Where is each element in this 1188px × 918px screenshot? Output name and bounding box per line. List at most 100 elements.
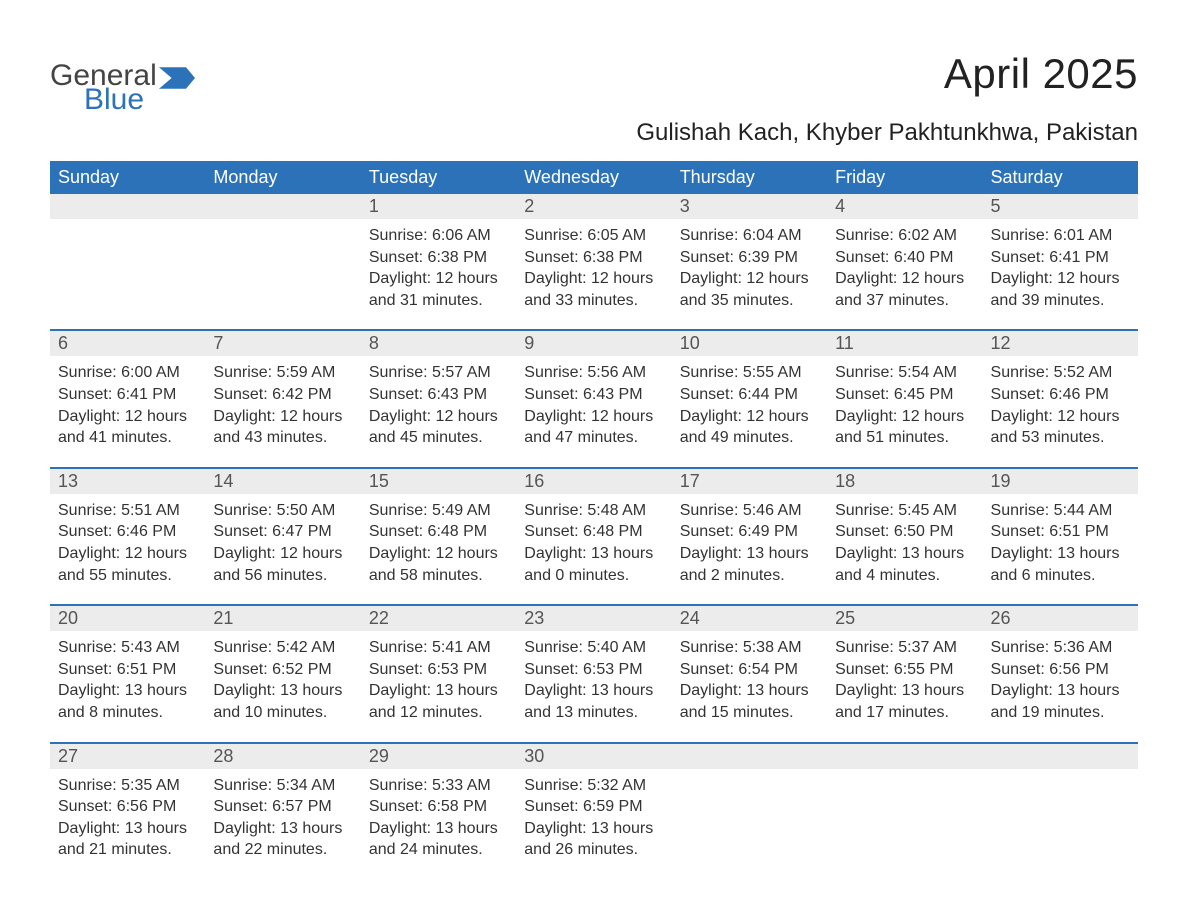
daylight-line: Daylight: 13 hours and 0 minutes. bbox=[524, 543, 663, 586]
daylight-line: Daylight: 12 hours and 41 minutes. bbox=[58, 406, 197, 449]
day-number: 18 bbox=[835, 471, 855, 491]
sunset-line: Sunset: 6:43 PM bbox=[369, 384, 508, 406]
sunset-line: Sunset: 6:56 PM bbox=[991, 659, 1130, 681]
sunset-line: Sunset: 6:55 PM bbox=[835, 659, 974, 681]
day-number: 21 bbox=[213, 608, 233, 628]
day-content-cell: Sunrise: 6:00 AMSunset: 6:41 PMDaylight:… bbox=[50, 356, 205, 467]
sunrise-line: Sunrise: 5:40 AM bbox=[524, 637, 663, 659]
day-number: 8 bbox=[369, 333, 379, 353]
day-number: 13 bbox=[58, 471, 78, 491]
day-content-cell bbox=[672, 769, 827, 879]
day-number-cell: 10 bbox=[672, 330, 827, 356]
day-number: 15 bbox=[369, 471, 389, 491]
day-content-cell: Sunrise: 5:33 AMSunset: 6:58 PMDaylight:… bbox=[361, 769, 516, 879]
day-number-cell: 26 bbox=[983, 605, 1138, 631]
sunset-line: Sunset: 6:58 PM bbox=[369, 796, 508, 818]
day-number-cell: 1 bbox=[361, 194, 516, 219]
sunrise-line: Sunrise: 5:32 AM bbox=[524, 775, 663, 797]
day-content-cell: Sunrise: 5:36 AMSunset: 6:56 PMDaylight:… bbox=[983, 631, 1138, 742]
daylight-line: Daylight: 12 hours and 58 minutes. bbox=[369, 543, 508, 586]
sunset-line: Sunset: 6:53 PM bbox=[369, 659, 508, 681]
day-content-cell: Sunrise: 5:59 AMSunset: 6:42 PMDaylight:… bbox=[205, 356, 360, 467]
day-number-cell: 24 bbox=[672, 605, 827, 631]
day-header: Friday bbox=[827, 161, 982, 194]
daylight-line: Daylight: 13 hours and 24 minutes. bbox=[369, 818, 508, 861]
day-number: 14 bbox=[213, 471, 233, 491]
sunset-line: Sunset: 6:38 PM bbox=[369, 247, 508, 269]
day-number-cell: 2 bbox=[516, 194, 671, 219]
day-content-cell: Sunrise: 5:54 AMSunset: 6:45 PMDaylight:… bbox=[827, 356, 982, 467]
day-number-cell: 27 bbox=[50, 743, 205, 769]
day-number-cell: 16 bbox=[516, 468, 671, 494]
day-number-cell: 8 bbox=[361, 330, 516, 356]
sunrise-line: Sunrise: 5:52 AM bbox=[991, 362, 1130, 384]
logo-blue-text: Blue bbox=[84, 86, 195, 113]
day-number: 1 bbox=[369, 196, 379, 216]
day-number: 22 bbox=[369, 608, 389, 628]
sunset-line: Sunset: 6:45 PM bbox=[835, 384, 974, 406]
day-number-cell: 3 bbox=[672, 194, 827, 219]
daylight-line: Daylight: 13 hours and 22 minutes. bbox=[213, 818, 352, 861]
sunrise-line: Sunrise: 5:54 AM bbox=[835, 362, 974, 384]
daylight-line: Daylight: 12 hours and 55 minutes. bbox=[58, 543, 197, 586]
day-number-cell bbox=[827, 743, 982, 769]
day-header: Thursday bbox=[672, 161, 827, 194]
day-number-cell: 9 bbox=[516, 330, 671, 356]
day-content-cell: Sunrise: 5:52 AMSunset: 6:46 PMDaylight:… bbox=[983, 356, 1138, 467]
sunrise-line: Sunrise: 5:42 AM bbox=[213, 637, 352, 659]
sunset-line: Sunset: 6:46 PM bbox=[58, 521, 197, 543]
daylight-line: Daylight: 12 hours and 49 minutes. bbox=[680, 406, 819, 449]
sunrise-line: Sunrise: 5:33 AM bbox=[369, 775, 508, 797]
daylight-line: Daylight: 12 hours and 51 minutes. bbox=[835, 406, 974, 449]
sunset-line: Sunset: 6:43 PM bbox=[524, 384, 663, 406]
page-title: April 2025 bbox=[944, 50, 1138, 98]
header: General Blue April 2025 bbox=[50, 50, 1138, 113]
daylight-line: Daylight: 13 hours and 26 minutes. bbox=[524, 818, 663, 861]
sunset-line: Sunset: 6:48 PM bbox=[524, 521, 663, 543]
daylight-line: Daylight: 12 hours and 39 minutes. bbox=[991, 268, 1130, 311]
day-content-cell: Sunrise: 5:45 AMSunset: 6:50 PMDaylight:… bbox=[827, 494, 982, 605]
day-number-cell: 30 bbox=[516, 743, 671, 769]
day-header: Sunday bbox=[50, 161, 205, 194]
daylight-line: Daylight: 13 hours and 13 minutes. bbox=[524, 680, 663, 723]
day-content-cell: Sunrise: 5:49 AMSunset: 6:48 PMDaylight:… bbox=[361, 494, 516, 605]
sunrise-line: Sunrise: 5:37 AM bbox=[835, 637, 974, 659]
day-number: 26 bbox=[991, 608, 1011, 628]
day-number: 6 bbox=[58, 333, 68, 353]
sunrise-line: Sunrise: 5:43 AM bbox=[58, 637, 197, 659]
sunset-line: Sunset: 6:44 PM bbox=[680, 384, 819, 406]
daylight-line: Daylight: 13 hours and 6 minutes. bbox=[991, 543, 1130, 586]
sunrise-line: Sunrise: 6:02 AM bbox=[835, 225, 974, 247]
day-number-cell: 19 bbox=[983, 468, 1138, 494]
day-number: 16 bbox=[524, 471, 544, 491]
day-header: Saturday bbox=[983, 161, 1138, 194]
week-daynum-row: 20212223242526 bbox=[50, 605, 1138, 631]
sunrise-line: Sunrise: 5:56 AM bbox=[524, 362, 663, 384]
day-content-cell: Sunrise: 5:57 AMSunset: 6:43 PMDaylight:… bbox=[361, 356, 516, 467]
day-content-cell: Sunrise: 5:50 AMSunset: 6:47 PMDaylight:… bbox=[205, 494, 360, 605]
sunrise-line: Sunrise: 5:36 AM bbox=[991, 637, 1130, 659]
day-number: 19 bbox=[991, 471, 1011, 491]
day-content-cell bbox=[983, 769, 1138, 879]
day-content-cell: Sunrise: 6:04 AMSunset: 6:39 PMDaylight:… bbox=[672, 219, 827, 330]
sunrise-line: Sunrise: 5:50 AM bbox=[213, 500, 352, 522]
day-number-cell: 22 bbox=[361, 605, 516, 631]
day-content-cell: Sunrise: 5:51 AMSunset: 6:46 PMDaylight:… bbox=[50, 494, 205, 605]
sunset-line: Sunset: 6:40 PM bbox=[835, 247, 974, 269]
day-content-cell: Sunrise: 5:35 AMSunset: 6:56 PMDaylight:… bbox=[50, 769, 205, 879]
day-content-cell: Sunrise: 6:06 AMSunset: 6:38 PMDaylight:… bbox=[361, 219, 516, 330]
daylight-line: Daylight: 13 hours and 19 minutes. bbox=[991, 680, 1130, 723]
sunset-line: Sunset: 6:49 PM bbox=[680, 521, 819, 543]
day-number: 3 bbox=[680, 196, 690, 216]
sunset-line: Sunset: 6:46 PM bbox=[991, 384, 1130, 406]
day-content-cell: Sunrise: 5:42 AMSunset: 6:52 PMDaylight:… bbox=[205, 631, 360, 742]
day-content-cell: Sunrise: 5:34 AMSunset: 6:57 PMDaylight:… bbox=[205, 769, 360, 879]
sunrise-line: Sunrise: 5:41 AM bbox=[369, 637, 508, 659]
day-content-cell: Sunrise: 5:37 AMSunset: 6:55 PMDaylight:… bbox=[827, 631, 982, 742]
day-number-cell: 23 bbox=[516, 605, 671, 631]
daylight-line: Daylight: 12 hours and 56 minutes. bbox=[213, 543, 352, 586]
sunset-line: Sunset: 6:57 PM bbox=[213, 796, 352, 818]
day-number-cell: 13 bbox=[50, 468, 205, 494]
day-number-cell bbox=[205, 194, 360, 219]
day-number-cell: 17 bbox=[672, 468, 827, 494]
